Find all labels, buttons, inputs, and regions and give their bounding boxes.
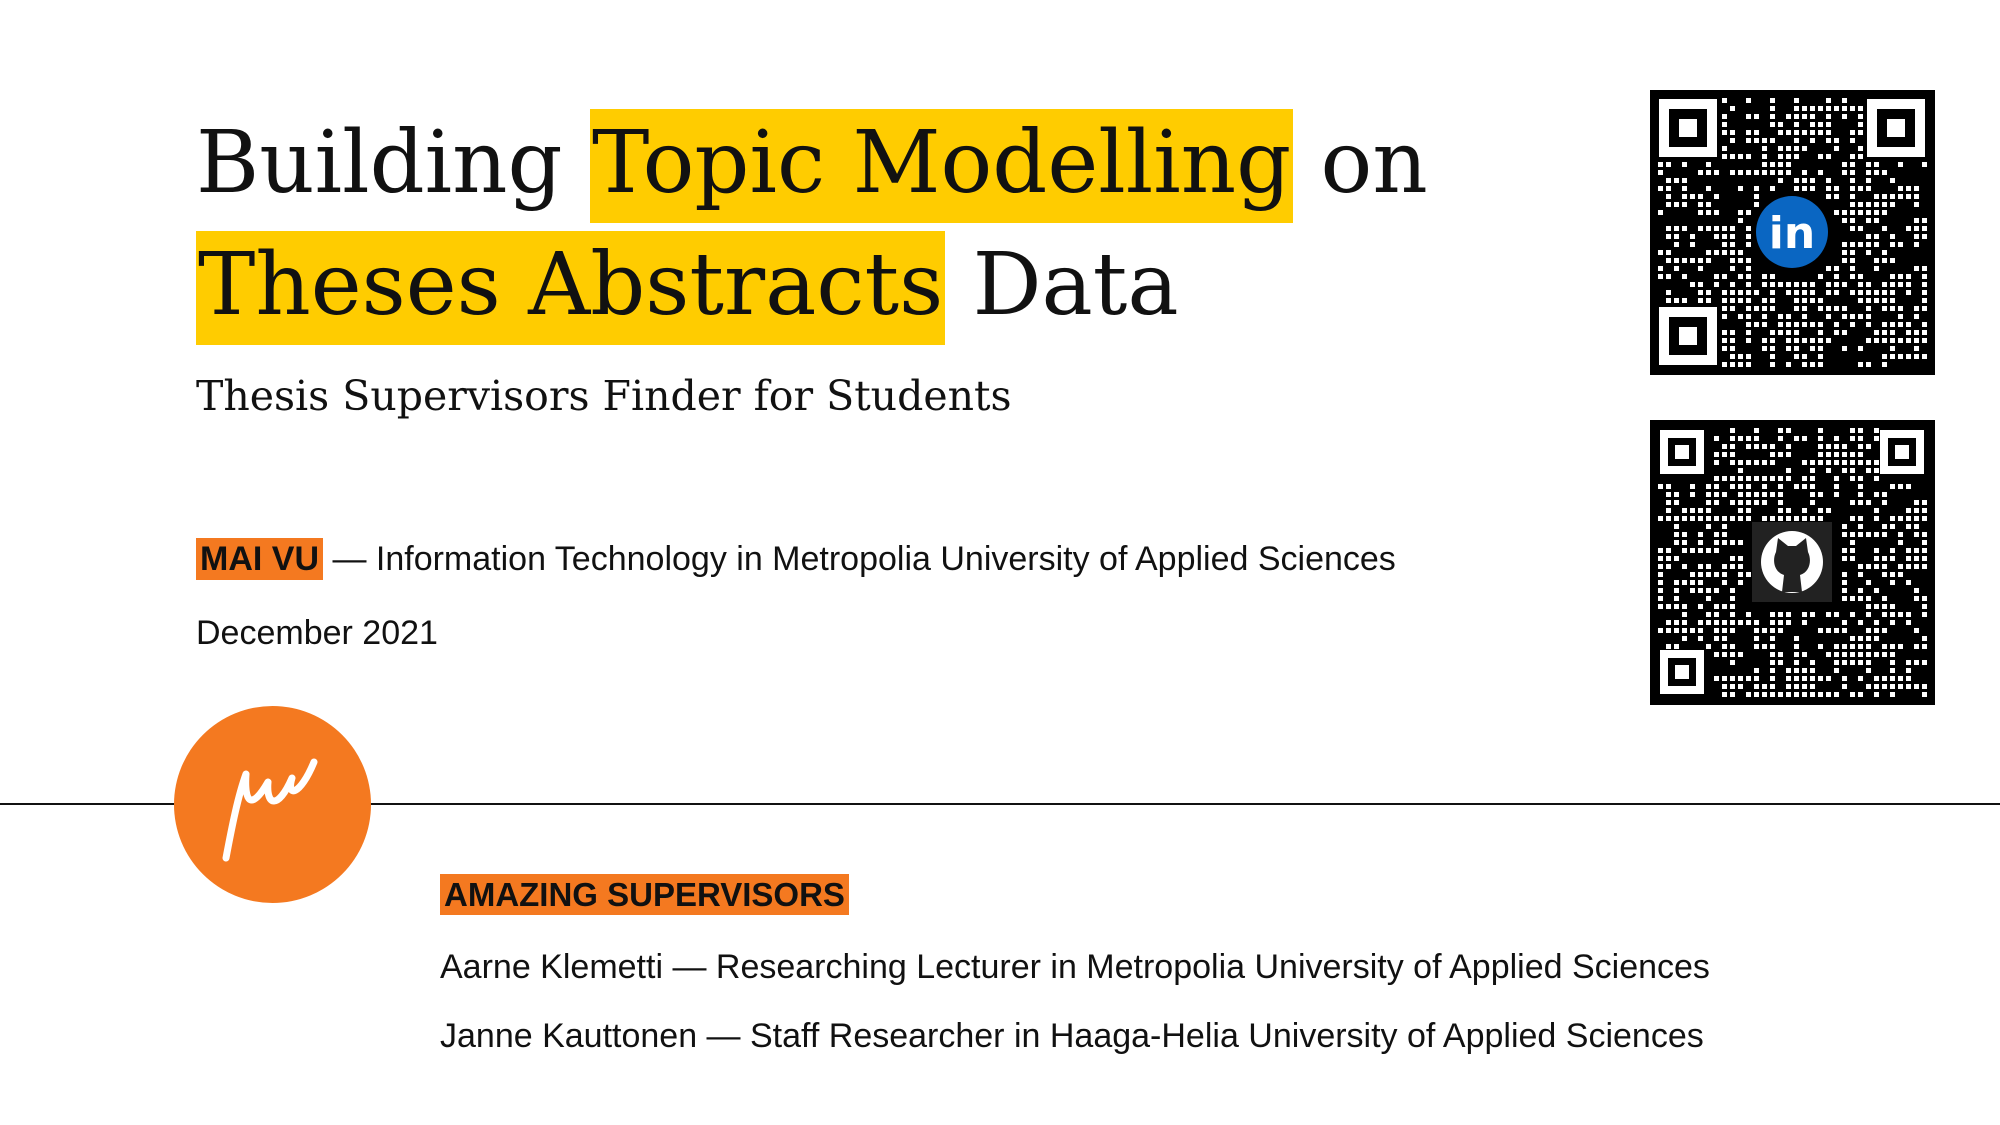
- linkedin-icon: [1756, 196, 1828, 268]
- qr-code-github[interactable]: [1650, 420, 1935, 705]
- logo-signature-icon: [174, 706, 371, 903]
- title-line-1: Building Topic Modelling on: [196, 109, 1428, 223]
- qr-code-linkedin[interactable]: in: [1650, 90, 1935, 375]
- qr-pattern-linkedin: in: [1658, 98, 1927, 367]
- author-name: MAI VU: [196, 538, 323, 580]
- title-post-2: Data: [945, 235, 1179, 335]
- supervisor-item: Janne Kauttonen — Staff Researcher in Ha…: [440, 1017, 1704, 1055]
- author-affiliation: — Information Technology in Metropolia U…: [323, 540, 1396, 578]
- linkedin-icon-label: in: [1769, 208, 1815, 259]
- subtitle: Thesis Supervisors Finder for Students: [196, 372, 1012, 420]
- divider-line: [0, 803, 2000, 805]
- title-highlight-theses-abstracts: Theses Abstracts: [196, 231, 946, 345]
- author-line: MAI VU — Information Technology in Metro…: [196, 538, 1396, 580]
- qr-pattern-github: [1658, 428, 1927, 697]
- title-post: on: [1293, 113, 1428, 213]
- title-highlight-topic-modelling: Topic Modelling: [589, 109, 1294, 223]
- supervisors-title: AMAZING SUPERVISORS: [440, 874, 849, 915]
- date: December 2021: [196, 614, 438, 652]
- github-icon: [1761, 531, 1823, 593]
- title-line-2: Theses Abstracts Data: [196, 231, 1179, 345]
- title-pre: Building: [196, 113, 590, 213]
- supervisor-item: Aarne Klemetti — Researching Lecturer in…: [440, 948, 1710, 986]
